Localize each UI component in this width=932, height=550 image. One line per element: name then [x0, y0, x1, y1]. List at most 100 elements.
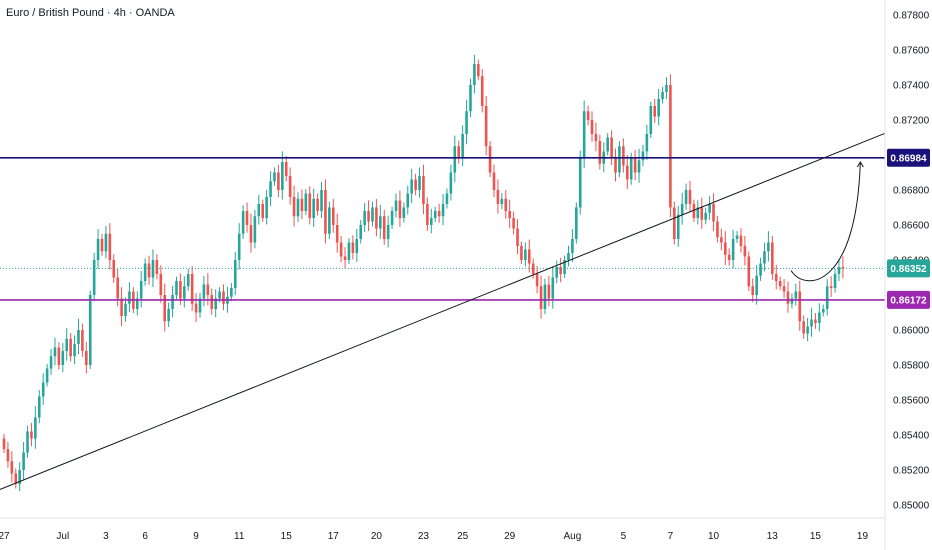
- candle: [418, 167, 421, 198]
- candle: [175, 276, 178, 299]
- time-axis[interactable]: 27 Jul 3 6 9 11 15 17 20 23 25 29 Aug 5 7 10 13 15 19: [0, 517, 885, 542]
- candle-body: [657, 99, 660, 117]
- candle: [233, 252, 237, 296]
- candle: [22, 441, 25, 480]
- candle: [120, 287, 123, 327]
- candle-body: [763, 251, 766, 264]
- candle-body: [578, 158, 582, 208]
- candle: [782, 279, 786, 298]
- candle: [798, 280, 802, 331]
- candle: [312, 188, 315, 227]
- candle-body: [739, 235, 743, 246]
- candle: [512, 211, 515, 235]
- candle: [821, 304, 825, 317]
- candle-body: [402, 207, 406, 218]
- candle: [304, 189, 308, 215]
- candle: [818, 303, 821, 332]
- candle-body: [10, 461, 14, 474]
- candle-body: [688, 190, 692, 204]
- candle-body: [700, 207, 704, 220]
- candle: [653, 98, 657, 123]
- candle: [806, 317, 809, 342]
- candle: [347, 238, 351, 264]
- candle-body: [92, 260, 96, 295]
- candle-body: [735, 235, 739, 239]
- candle-series: [2, 54, 845, 492]
- candle-body: [222, 291, 225, 304]
- candle: [406, 185, 410, 215]
- candle-body: [610, 137, 613, 159]
- candle: [61, 343, 65, 373]
- candle-body: [422, 176, 425, 204]
- candle: [245, 202, 249, 233]
- time-tick-label: 15: [281, 531, 293, 542]
- candle-body: [594, 134, 598, 141]
- candle-body: [676, 214, 680, 239]
- candle: [837, 259, 841, 282]
- candle-body: [151, 260, 155, 278]
- candle-body: [81, 330, 84, 351]
- candle: [814, 313, 817, 329]
- candle: [363, 203, 366, 233]
- candle-body: [669, 85, 672, 208]
- candle-body: [771, 242, 774, 274]
- candle-body: [477, 64, 480, 77]
- price-tick-label: 0.85200: [893, 466, 930, 477]
- price-level-badges: 0.86984 0.86172 0.86352: [887, 148, 930, 309]
- candle-body: [257, 204, 261, 217]
- candle-body: [159, 274, 163, 295]
- candle: [563, 255, 566, 278]
- candle-body: [328, 207, 331, 234]
- candle: [480, 69, 484, 113]
- candle-body: [571, 239, 574, 253]
- candle-body: [355, 239, 359, 253]
- drawing-overlays: [0, 132, 886, 490]
- candle: [371, 201, 374, 227]
- candle: [81, 323, 84, 357]
- candle: [324, 179, 327, 244]
- time-tick-label: 27: [0, 531, 10, 542]
- candle: [167, 302, 170, 328]
- candle: [484, 96, 488, 156]
- candle: [135, 291, 139, 316]
- current-price-badge: 0.86352: [887, 259, 930, 278]
- candle: [594, 122, 598, 152]
- candle-body: [167, 309, 170, 322]
- candle: [543, 278, 547, 315]
- time-tick-label: 23: [418, 531, 430, 542]
- candle-body: [18, 470, 21, 484]
- candle-body: [692, 204, 696, 218]
- candle-body: [335, 225, 339, 243]
- candle: [300, 189, 304, 220]
- candle: [73, 335, 76, 364]
- candle-body: [296, 198, 300, 217]
- candle-body: [547, 284, 551, 299]
- candle: [257, 194, 261, 225]
- candle: [53, 337, 57, 366]
- candle: [57, 342, 61, 370]
- time-tick-label: 5: [621, 531, 627, 542]
- candle-body: [684, 190, 688, 204]
- candle-body: [774, 274, 778, 281]
- candle: [320, 182, 323, 219]
- candle: [657, 89, 660, 126]
- candle: [343, 247, 347, 269]
- candle-body: [496, 190, 500, 204]
- candle-body: [755, 275, 758, 295]
- candle-body: [398, 200, 402, 218]
- candle-body: [26, 431, 29, 453]
- candle: [183, 276, 186, 308]
- candle-body: [284, 162, 288, 176]
- candle: [355, 229, 359, 262]
- candle: [457, 140, 461, 164]
- candle-body: [359, 225, 363, 239]
- candle-body: [837, 267, 841, 274]
- candle: [606, 133, 609, 156]
- candle: [649, 101, 653, 138]
- candle: [186, 268, 190, 291]
- candle: [367, 200, 370, 232]
- candle-body: [96, 239, 100, 260]
- time-tick-label: 19: [857, 531, 869, 542]
- candle-body: [798, 291, 802, 322]
